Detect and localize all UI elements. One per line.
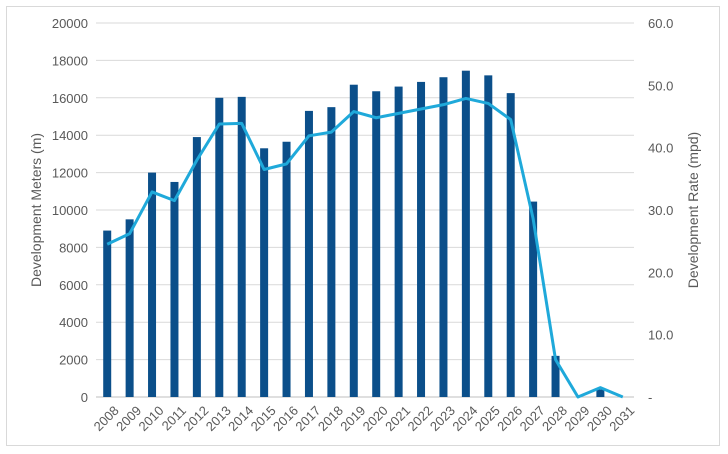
bar: [125, 219, 134, 397]
left-tick-label: 6000: [59, 278, 88, 293]
bar: [170, 181, 179, 397]
bar: [148, 172, 157, 397]
left-tick-label: 12000: [52, 166, 88, 181]
bar: [551, 355, 560, 397]
bar: [260, 148, 269, 397]
left-tick-label: 10000: [52, 203, 88, 218]
bar: [417, 81, 426, 397]
right-axis-label: Development Rate (mpd): [685, 132, 701, 288]
right-tick-label: 10.0: [648, 328, 673, 343]
left-tick-label: 16000: [52, 91, 88, 106]
bar: [237, 96, 246, 398]
left-tick-label: 2000: [59, 353, 88, 368]
bar: [282, 141, 291, 397]
left-axis-ticks: 0 2000 4000 6000 8000 10000 12000 14000 16000 180…: [52, 16, 88, 405]
left-tick-label: 20000: [52, 16, 88, 31]
right-tick-label: -: [648, 390, 652, 405]
right-tick-label: 60.0: [648, 16, 673, 31]
bar: [192, 137, 201, 397]
left-tick-label: 14000: [52, 128, 88, 143]
bar: [529, 201, 538, 397]
left-axis-label: Development Meters (m): [28, 133, 44, 287]
right-axis-ticks: - 10.0 20.0 30.0 40.0 50.0 60.0: [648, 16, 673, 405]
bar: [327, 107, 336, 398]
x-tick-label: 2031: [606, 403, 637, 434]
right-tick-label: 30.0: [648, 203, 673, 218]
left-tick-label: 18000: [52, 53, 88, 68]
bar: [304, 110, 313, 397]
right-tick-label: 20.0: [648, 265, 673, 280]
bar: [349, 84, 358, 398]
bar: [439, 77, 448, 397]
bar: [372, 91, 381, 397]
x-axis-ticks: 2008200920102011201220132014201520162017…: [91, 403, 638, 434]
bar: [506, 93, 515, 397]
right-tick-label: 40.0: [648, 141, 673, 156]
bar: [103, 230, 112, 397]
right-tick-label: 50.0: [648, 78, 673, 93]
line-series: [106, 96, 624, 399]
bar: [596, 389, 605, 397]
left-tick-label: 4000: [59, 315, 88, 330]
bar: [215, 97, 224, 398]
bar-series: [103, 70, 605, 398]
bar: [394, 86, 403, 397]
bar: [484, 75, 493, 398]
left-tick-label: 0: [81, 390, 88, 405]
chart-frame: [6, 6, 720, 446]
left-tick-label: 8000: [59, 240, 88, 255]
rate-line: [106, 96, 624, 399]
bar: [461, 70, 470, 397]
